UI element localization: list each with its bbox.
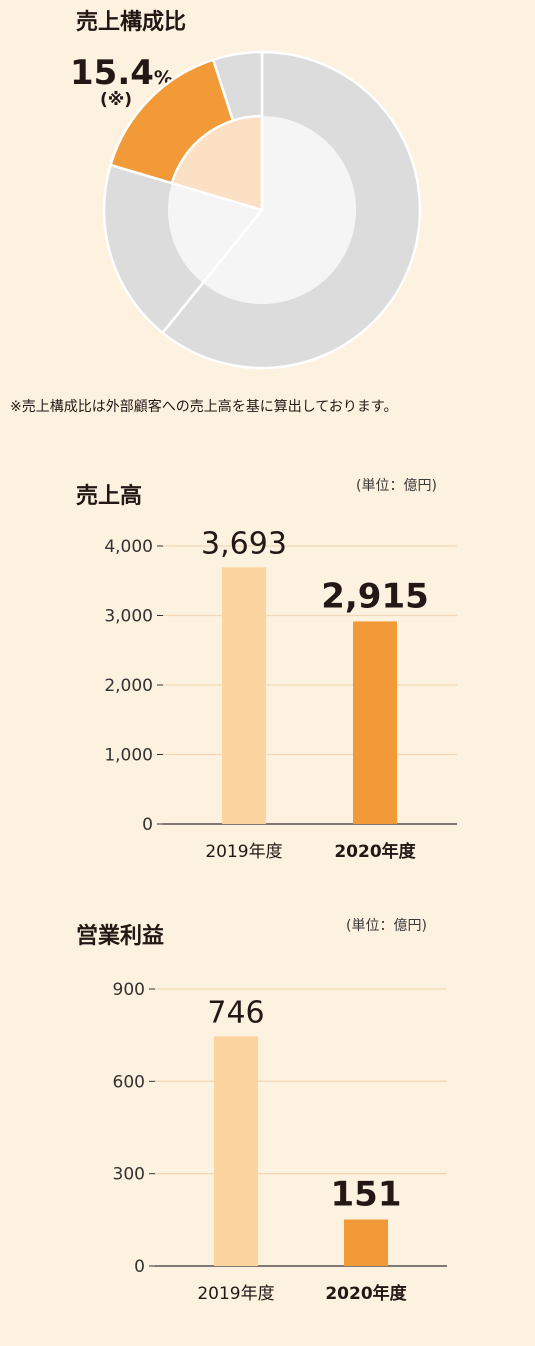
sales-category-label-0: 2019年度: [205, 842, 282, 862]
profit-value-label-1: 151: [331, 1175, 402, 1215]
donut-inner-divider: [201, 209, 263, 284]
profit-ytick-label: 0: [134, 1257, 145, 1277]
sales-ytick-label: 2,000: [104, 676, 153, 696]
sales-value-label-1: 2,915: [321, 576, 429, 616]
profit-category-label-1: 2020年度: [325, 1283, 407, 1304]
composition-title: 売上構成比: [76, 10, 187, 35]
profit-unit: (単位：億円): [346, 918, 427, 934]
sales-bar-0: [222, 567, 266, 824]
profit-value-label-0: 746: [207, 995, 264, 1030]
profit-ytick-label: 900: [113, 980, 145, 1000]
sales-ytick-label: 3,000: [104, 607, 153, 627]
composition-footnote: ※売上構成比は外部顧客への売上高を基に算出しております。: [10, 399, 398, 415]
sales-bar-chart: 0 1,000 2,000 3,000 4,000 3,693 2019年度 2,915 202…: [104, 526, 457, 862]
donut-chart: [102, 50, 422, 370]
profit-ytick-label: 600: [113, 1072, 145, 1092]
profit-title: 営業利益: [76, 924, 165, 949]
sales-category-label-1: 2020年度: [334, 841, 416, 862]
profit-ytick-label: 300: [113, 1165, 145, 1185]
sales-ytick-label: 4,000: [104, 537, 153, 557]
profit-bar-chart: 0 300 600 900 746 2019年度 151 2020年度: [113, 980, 447, 1304]
sales-ytick-label: 0: [142, 815, 153, 835]
sales-bar-1: [353, 621, 397, 824]
sales-unit: (単位：億円): [356, 478, 437, 494]
sales-ytick-label: 1,000: [104, 746, 153, 766]
sales-title: 売上高: [76, 484, 143, 509]
profit-bar-0: [214, 1036, 258, 1266]
percentage-value: 15.4: [70, 53, 154, 93]
composition-percentage: 15.4%: [70, 56, 173, 95]
sales-value-label-0: 3,693: [201, 526, 287, 561]
donut-inner-highlight: [170, 114, 264, 212]
profit-bar-1: [344, 1219, 388, 1266]
percentage-note: (※): [100, 90, 133, 110]
profit-category-label-0: 2019年度: [197, 1284, 274, 1304]
